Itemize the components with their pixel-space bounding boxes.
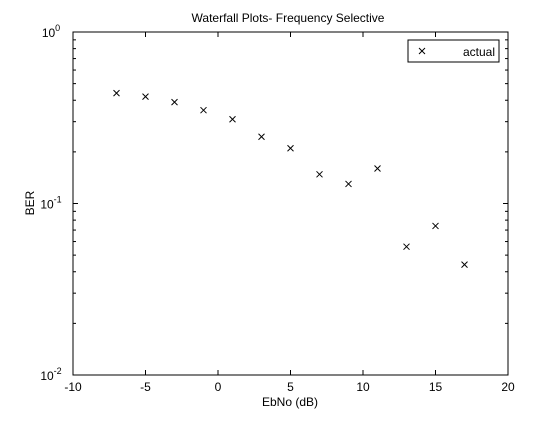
legend-marker-x bbox=[418, 47, 426, 55]
legend-box bbox=[407, 39, 500, 63]
y-tick-exponent: -1 bbox=[54, 195, 62, 205]
data-point bbox=[345, 180, 352, 188]
legend-label-actual: actual bbox=[463, 45, 495, 59]
x-tick-label: -5 bbox=[140, 380, 151, 394]
legend: actual bbox=[407, 39, 500, 63]
chart-title: Waterfall Plots- Frequency Selective bbox=[192, 11, 385, 25]
data-point bbox=[432, 222, 439, 230]
x-tick-label: 0 bbox=[215, 380, 222, 394]
y-tick-exponent: -2 bbox=[54, 366, 62, 376]
x-tick-label: 15 bbox=[429, 380, 443, 394]
x-tick-label: 20 bbox=[501, 380, 515, 394]
y-tick-label: 10-2 bbox=[40, 366, 61, 383]
plot-area bbox=[72, 31, 509, 376]
data-point bbox=[171, 98, 178, 106]
x-axis-label: EbNo (dB) bbox=[262, 395, 318, 409]
data-point bbox=[287, 144, 294, 152]
y-tick-exponent: 0 bbox=[55, 23, 60, 33]
data-point bbox=[113, 89, 120, 97]
data-point bbox=[258, 133, 265, 141]
y-tick-label: 10-1 bbox=[40, 195, 61, 212]
x-tick-label: 5 bbox=[287, 380, 294, 394]
data-point bbox=[200, 106, 207, 114]
data-points bbox=[113, 89, 468, 269]
data-point bbox=[374, 165, 381, 172]
x-tick-label: -10 bbox=[64, 380, 82, 394]
data-point bbox=[461, 261, 468, 269]
data-point bbox=[316, 170, 323, 178]
x-tick-label: 10 bbox=[356, 380, 370, 394]
y-axis-label: BER bbox=[23, 190, 37, 215]
data-point bbox=[142, 93, 149, 100]
legend-marker-glyph bbox=[418, 47, 426, 55]
data-point bbox=[403, 243, 410, 251]
y-tick-label: 100 bbox=[42, 23, 60, 40]
data-point bbox=[229, 115, 236, 123]
